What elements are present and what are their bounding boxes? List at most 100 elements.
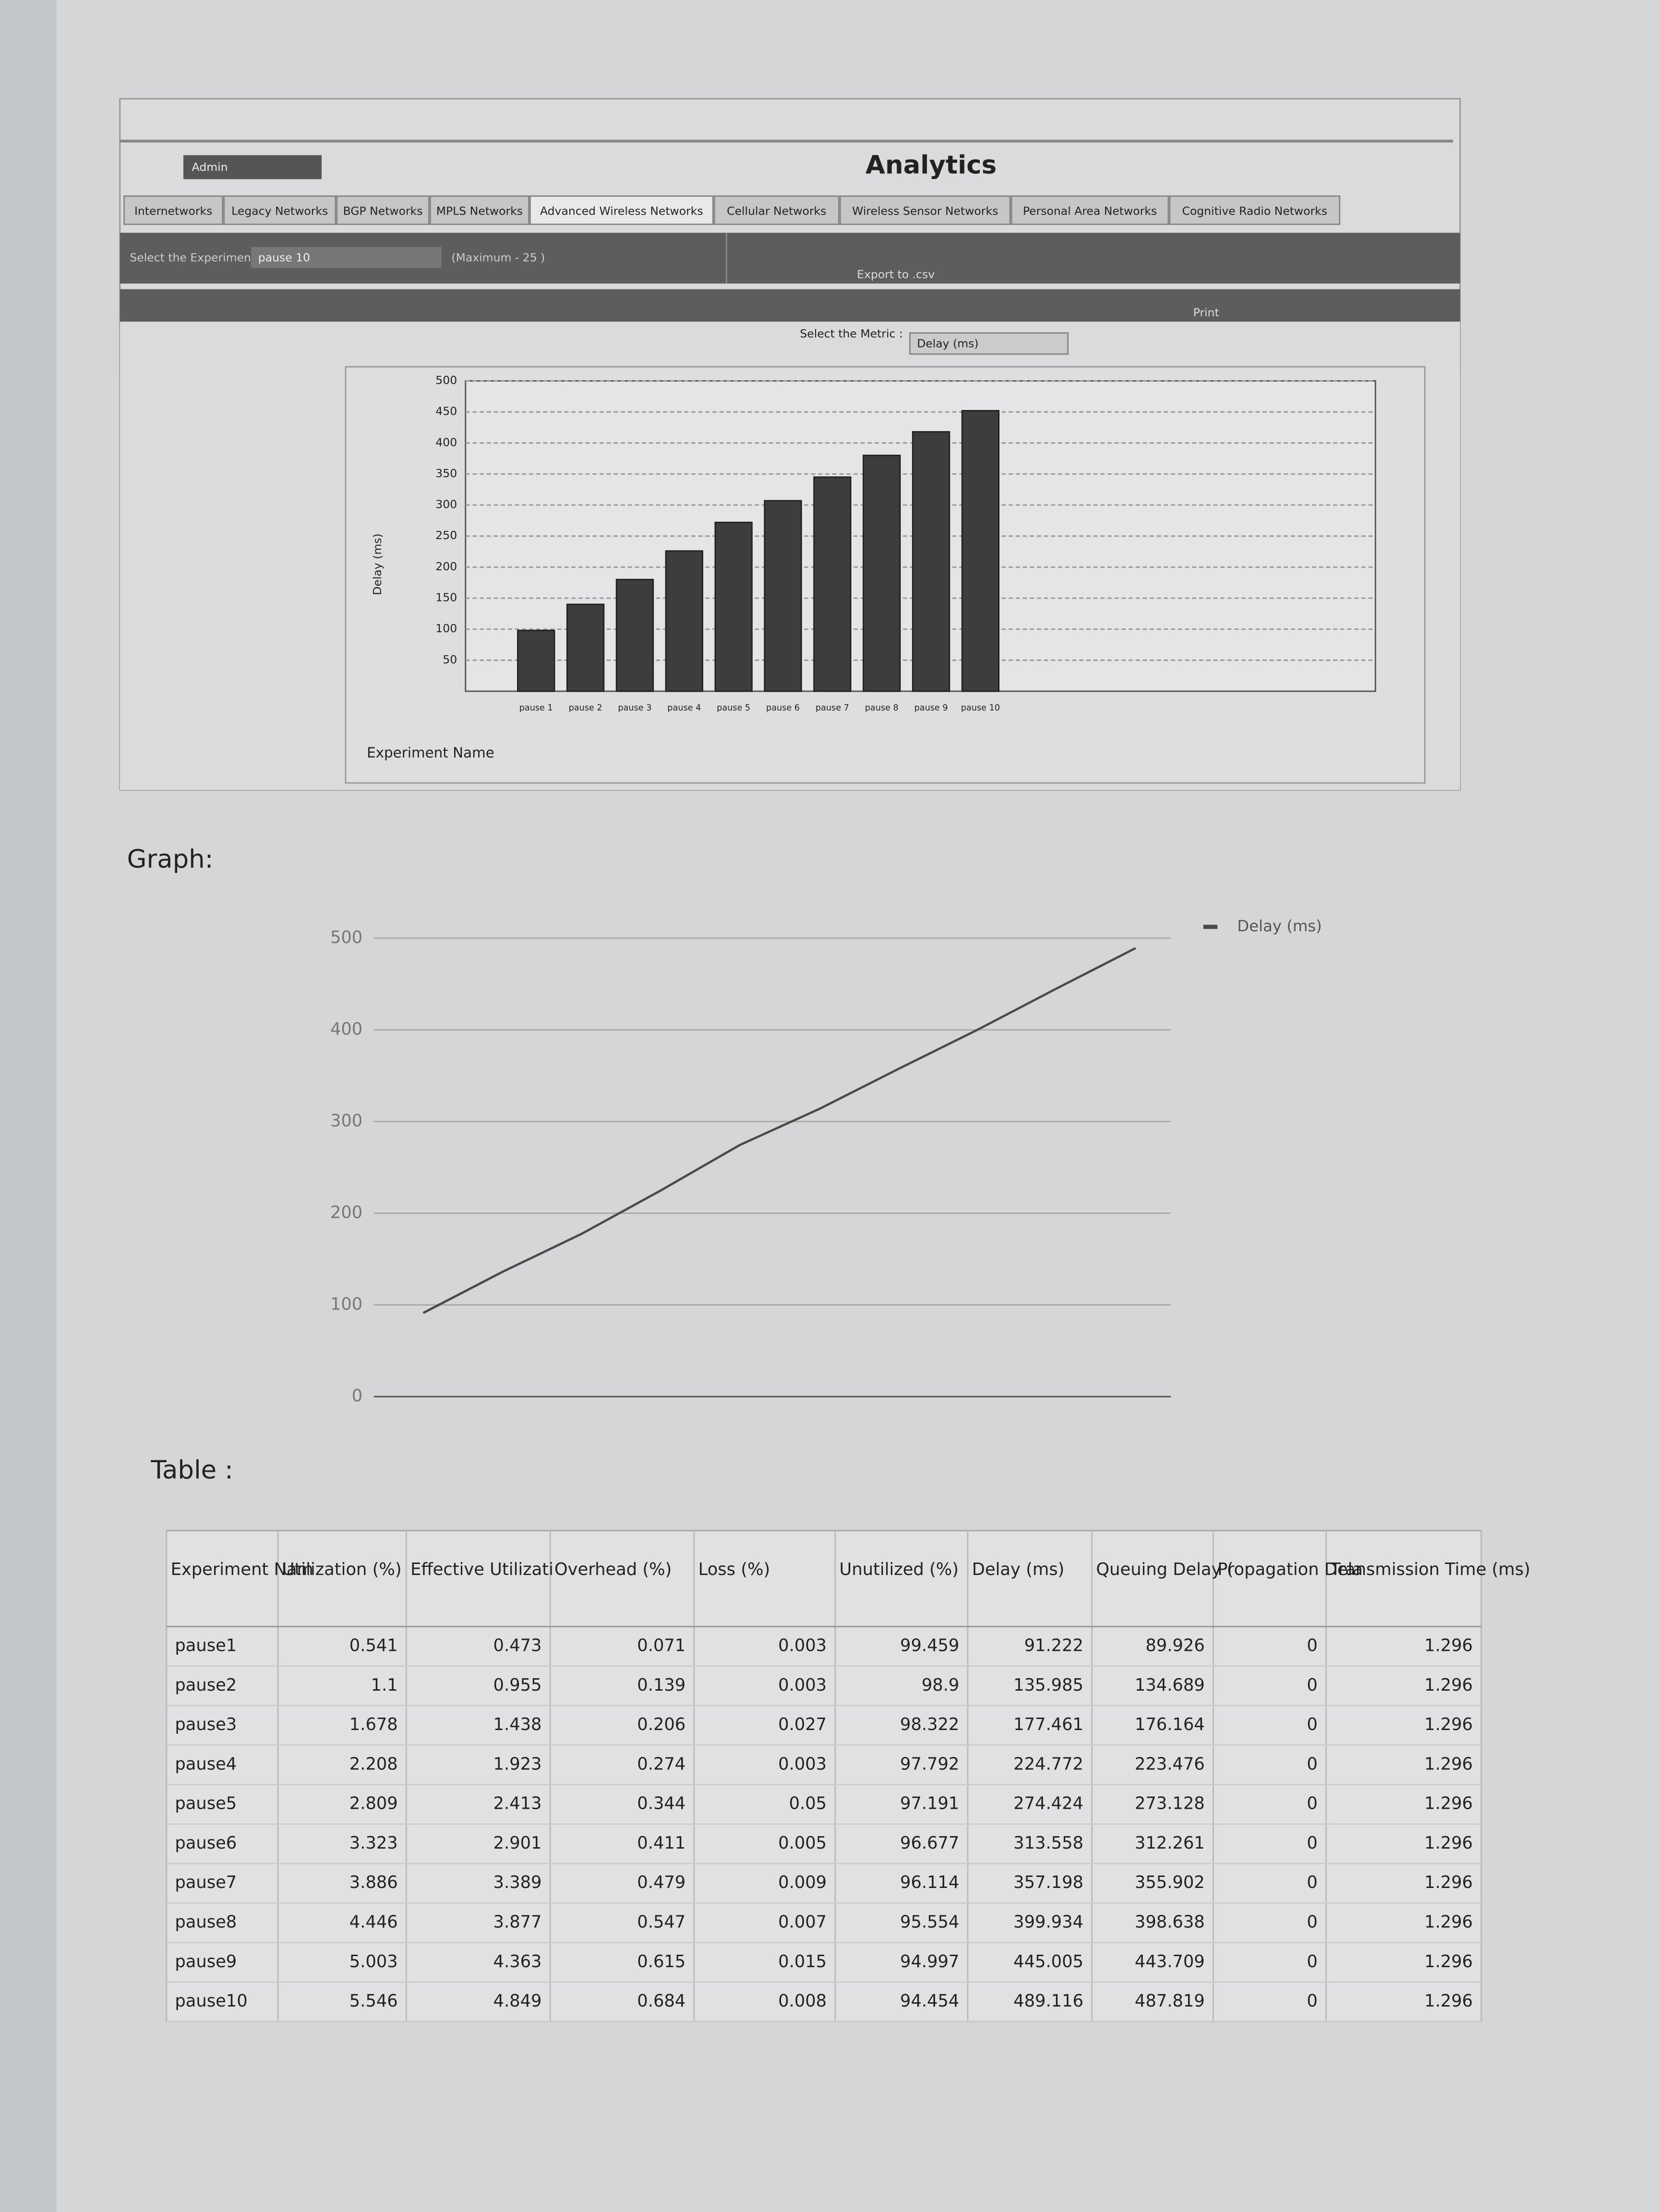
- column-header: Experiment Nam: [171, 1560, 313, 1579]
- cell: pause1: [175, 1636, 237, 1656]
- column-header: Utilization (%): [282, 1560, 402, 1579]
- cell: pause3: [175, 1715, 237, 1734]
- column-header: Loss (%): [698, 1560, 770, 1579]
- graph-heading: Graph:: [127, 844, 213, 874]
- cell: 1.296: [1424, 1715, 1473, 1734]
- bar: [961, 410, 1000, 692]
- bar: [665, 550, 703, 692]
- cell: 4.849: [493, 1991, 542, 2011]
- cell: pause7: [175, 1873, 237, 1892]
- metric-select[interactable]: [909, 332, 1069, 355]
- cell: 0.684: [637, 1991, 685, 2011]
- cell: 1.296: [1424, 1675, 1473, 1695]
- cell: 0: [1307, 1833, 1317, 1853]
- y-tick-label: 100: [435, 622, 457, 635]
- page-edge: [0, 0, 57, 2212]
- x-tick-label: pause 1: [519, 703, 553, 713]
- column-header: Effective Utilizati: [410, 1560, 553, 1579]
- cell: 398.638: [1135, 1912, 1205, 1932]
- line: [422, 947, 1136, 1314]
- cell: 312.261: [1135, 1833, 1205, 1853]
- y-tick-label: 150: [435, 591, 457, 604]
- tab-label: MPLS Networks: [436, 204, 523, 217]
- experiment-select[interactable]: [251, 247, 442, 268]
- export-button[interactable]: Export to .csv: [857, 268, 935, 281]
- cell: 1.678: [349, 1715, 398, 1734]
- maximum-note: (Maximum - 25 ): [451, 251, 545, 264]
- cell: 0.005: [778, 1833, 827, 1853]
- cell: 2.208: [349, 1754, 398, 1774]
- cell: 1.923: [493, 1754, 542, 1774]
- bar: [813, 476, 852, 692]
- tab[interactable]: [839, 195, 1011, 225]
- cell: 0.479: [637, 1873, 685, 1892]
- tab-label: Advanced Wireless Networks: [540, 204, 703, 217]
- column-header: Overhead (%): [554, 1560, 672, 1579]
- cell: 0.003: [778, 1675, 827, 1695]
- cell: 1.438: [493, 1715, 542, 1734]
- cell: 0.015: [778, 1952, 827, 1972]
- cell: 3.389: [493, 1873, 542, 1892]
- user-select[interactable]: [183, 155, 322, 180]
- cell: 98.9: [922, 1675, 959, 1695]
- cell: 0.009: [778, 1873, 827, 1892]
- cell: 1.296: [1424, 1873, 1473, 1892]
- y-tick-label: 500: [435, 373, 457, 387]
- cell: 1.296: [1424, 1912, 1473, 1932]
- cell: pause9: [175, 1952, 237, 1972]
- tab-label: BGP Networks: [343, 204, 423, 217]
- cell: 0.344: [637, 1794, 685, 1814]
- cell: pause5: [175, 1794, 237, 1814]
- cell: 0.547: [637, 1912, 685, 1932]
- cell: 445.005: [1013, 1952, 1083, 1972]
- column-header: Propagation Dela: [1217, 1560, 1363, 1579]
- experiment-label: Select the Experiment: [130, 251, 255, 264]
- cell: 0.05: [789, 1794, 827, 1814]
- tab[interactable]: [713, 195, 840, 225]
- column-header: Transmission Time (ms): [1330, 1560, 1530, 1579]
- cell: 2.809: [349, 1794, 398, 1814]
- table-frame: [166, 1530, 1482, 2022]
- cell: pause8: [175, 1912, 237, 1932]
- cell: 0.615: [637, 1952, 685, 1972]
- tab[interactable]: [529, 195, 714, 225]
- y-tick-label: 300: [330, 1111, 362, 1130]
- bar: [912, 431, 950, 692]
- x-tick-label: pause 4: [667, 703, 701, 713]
- cell: 97.191: [900, 1794, 959, 1814]
- tab-label: Personal Area Networks: [1023, 204, 1157, 217]
- tab[interactable]: [123, 195, 224, 225]
- tab[interactable]: [336, 195, 430, 225]
- experiment-value: pause 10: [258, 251, 310, 264]
- table-heading: Table :: [150, 1455, 233, 1485]
- column-header: Unutilized (%): [840, 1560, 959, 1579]
- tabs: Internetworks Legacy Networks BGP Networks…: [123, 195, 1341, 225]
- cell: pause2: [175, 1675, 237, 1695]
- cell: 99.459: [900, 1636, 959, 1656]
- cell: 3.886: [349, 1873, 398, 1892]
- tab-label: Internetworks: [134, 204, 212, 217]
- cell: 0.473: [493, 1636, 542, 1656]
- cell: 0.411: [637, 1833, 685, 1853]
- column-header: Delay (ms): [972, 1560, 1065, 1579]
- cell: 135.985: [1013, 1675, 1083, 1695]
- cell: 3.877: [493, 1912, 542, 1932]
- x-tick-label: pause 5: [717, 703, 750, 713]
- tab[interactable]: [429, 195, 529, 225]
- legend-label: Delay (ms): [1237, 917, 1322, 935]
- cell: 313.558: [1013, 1833, 1083, 1853]
- cell: 96.114: [900, 1873, 959, 1892]
- cell: 177.461: [1013, 1715, 1083, 1734]
- tab-label: Wireless Sensor Networks: [852, 204, 998, 217]
- tab[interactable]: [223, 195, 337, 225]
- cell: 489.116: [1013, 1991, 1083, 2011]
- tab[interactable]: [1010, 195, 1169, 225]
- cell: 0: [1307, 1636, 1317, 1656]
- print-button[interactable]: Print: [1193, 306, 1219, 319]
- cell: 399.934: [1013, 1912, 1083, 1932]
- bar: [863, 455, 901, 692]
- y-tick-label: 400: [435, 435, 457, 449]
- cell: 0: [1307, 1991, 1317, 2011]
- tab[interactable]: [1169, 195, 1341, 225]
